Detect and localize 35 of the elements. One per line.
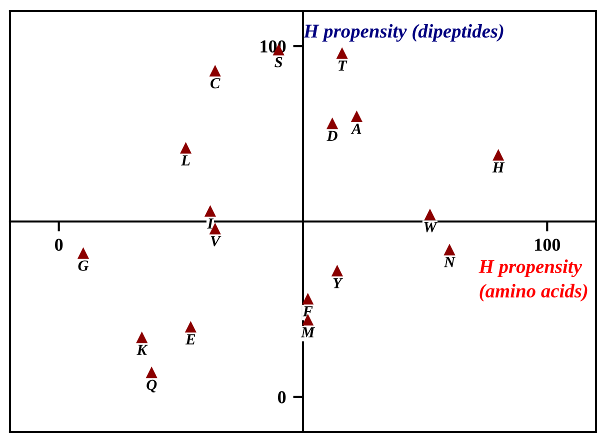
point (136, 331, 148, 344)
y-axis-title: H propensity (dipeptides) (303, 24, 504, 42)
point (184, 320, 196, 333)
annotation: Y (333, 278, 344, 288)
annotation: T (338, 60, 348, 71)
annotation: M (300, 327, 316, 338)
point (204, 205, 216, 217)
point (77, 247, 90, 259)
annotation: N (444, 257, 456, 268)
annotation: C (210, 78, 220, 88)
annotation: Q (146, 380, 157, 392)
annotation: K (136, 344, 148, 355)
point (444, 244, 456, 256)
annotation: I (207, 218, 214, 229)
point (209, 64, 221, 76)
annotation: V (210, 236, 222, 246)
point (492, 149, 504, 161)
annotation: A (350, 124, 362, 134)
annotation: W (424, 222, 438, 232)
point (336, 47, 348, 59)
annotation: G (78, 260, 89, 271)
point (180, 142, 192, 154)
annotation: F (302, 306, 313, 316)
annotation: S (274, 57, 282, 68)
point (302, 292, 314, 304)
annotation: D (326, 130, 338, 141)
point (146, 366, 158, 378)
annotation: H (492, 162, 505, 172)
point (331, 264, 343, 276)
point (326, 117, 338, 130)
x-axis-title: H propensity (amino acids) (478, 259, 588, 302)
point (350, 110, 363, 122)
annotation: E (185, 334, 196, 344)
point (424, 208, 436, 220)
annotation: L (181, 155, 190, 166)
